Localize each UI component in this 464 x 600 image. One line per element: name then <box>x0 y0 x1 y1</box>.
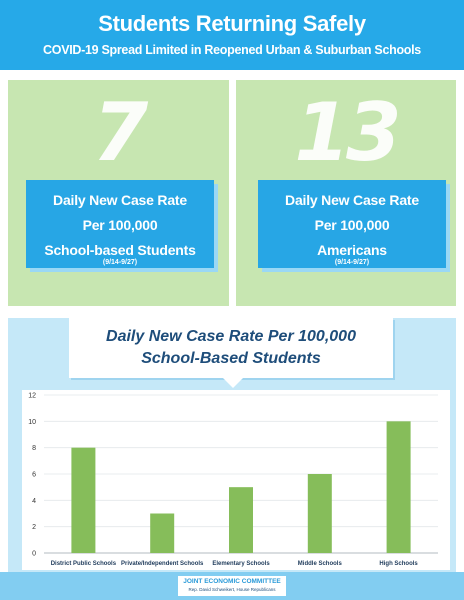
stat-card-americans: Daily New Case Rate Per 100,000 American… <box>258 180 446 268</box>
chart-title-line-1: Daily New Case Rate Per 100,000 <box>106 328 356 345</box>
footer-org: JOINT ECONOMIC COMMITTEE <box>183 578 281 585</box>
jec-logo: JOINT ECONOMIC COMMITTEE Rep. David Schw… <box>178 576 286 596</box>
bar <box>229 487 253 553</box>
x-tick-label: District Public Schools <box>51 561 117 567</box>
chart-title-line-2: School-Based Students <box>141 350 321 367</box>
chart-panel: Daily New Case Rate Per 100,000 School-B… <box>8 318 456 592</box>
card-line-2: Per 100,000 <box>82 217 158 233</box>
card-line-1: Daily New Case Rate <box>53 192 187 208</box>
y-tick-label: 12 <box>28 393 36 400</box>
card-line-1: Daily New Case Rate <box>285 192 419 208</box>
bar <box>307 474 332 553</box>
stat-panel-americans: 13 Daily New Case Rate Per 100,000 Ameri… <box>236 80 456 306</box>
footer-sub: Rep. David Schweikert, House Republicans <box>188 587 276 592</box>
page-title: Students Returning Safely <box>98 11 366 36</box>
y-tick-label: 0 <box>32 551 36 558</box>
y-tick-label: 6 <box>32 472 36 479</box>
y-tick-label: 4 <box>32 498 36 505</box>
card-dates: (9/14-9/27) <box>102 259 138 266</box>
x-tick-label: High Schools <box>379 561 418 567</box>
card-line-2: Per 100,000 <box>314 217 390 233</box>
card-line-3: School-based Students <box>44 242 196 258</box>
y-tick-label: 10 <box>28 419 36 426</box>
stat-panel-students: 7 Daily New Case Rate Per 100,000 School… <box>8 80 229 306</box>
chart-title-callout: Daily New Case Rate Per 100,000 School-B… <box>69 318 393 388</box>
y-tick-label: 2 <box>32 524 36 531</box>
bar-chart: 0 2 4 6 8 10 12 District Public Schools Private/… <box>28 393 438 567</box>
stat-value-americans: 13 <box>294 86 401 179</box>
footer: JOINT ECONOMIC COMMITTEE Rep. David Schw… <box>0 572 464 600</box>
chart-area: 0 2 4 6 8 10 12 District Public Schools Private/… <box>22 390 450 570</box>
x-tick-label: Elementary Schools <box>212 561 270 567</box>
header-banner: Students Returning Safely COVID-19 Sprea… <box>0 0 464 70</box>
bar <box>386 421 411 553</box>
stat-value-students: 7 <box>92 86 149 179</box>
stat-card-students: Daily New Case Rate Per 100,000 School-b… <box>26 180 214 268</box>
bar <box>150 513 175 553</box>
x-tick-label: Middle Schools <box>298 561 343 567</box>
card-dates: (9/14-9/27) <box>334 259 370 266</box>
y-tick-label: 8 <box>32 445 36 452</box>
page-subtitle: COVID-19 Spread Limited in Reopened Urba… <box>43 43 421 57</box>
bar <box>71 447 96 553</box>
x-tick-label: Private/Independent Schools <box>121 561 204 567</box>
card-line-3: Americans <box>317 242 387 258</box>
